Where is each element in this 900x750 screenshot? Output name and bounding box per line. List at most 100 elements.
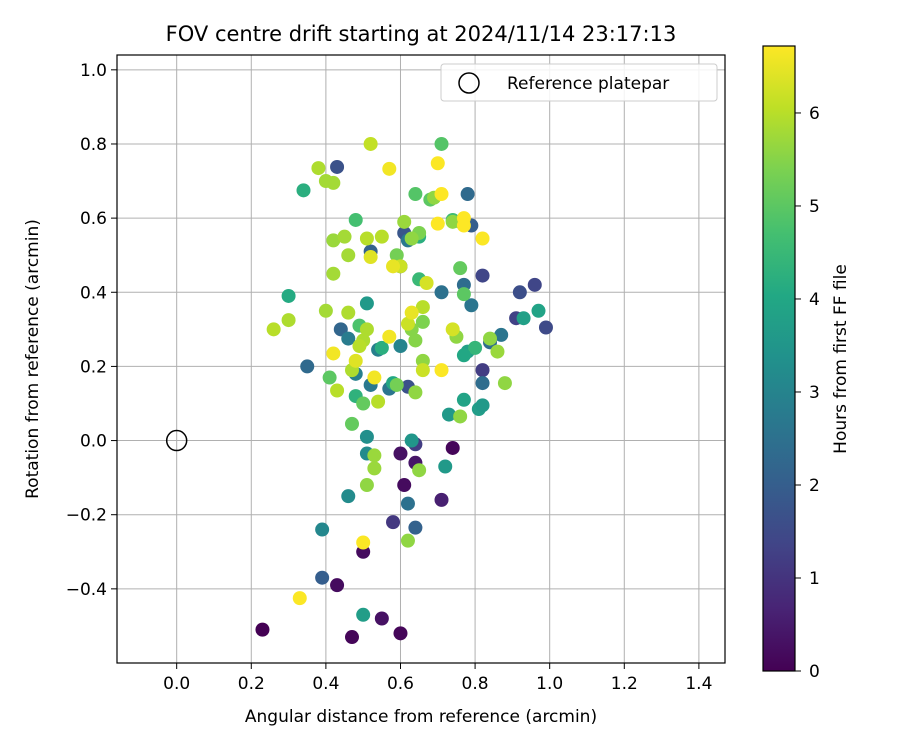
data-point — [356, 396, 371, 411]
data-point — [371, 394, 386, 409]
colorbar-tick-label: 0 — [809, 662, 820, 682]
data-point — [367, 448, 382, 463]
y-tick-label: 0.0 — [80, 432, 107, 452]
data-point — [341, 489, 356, 504]
data-point — [497, 376, 512, 391]
data-point — [326, 266, 341, 281]
data-point — [382, 329, 397, 344]
x-tick-label: 0.6 — [387, 674, 414, 694]
data-point — [363, 136, 378, 151]
data-point — [408, 333, 423, 348]
colorbar-tick-label: 1 — [809, 569, 820, 589]
data-point — [315, 522, 330, 537]
data-point — [341, 248, 356, 263]
data-point — [434, 492, 449, 507]
data-point — [300, 359, 315, 374]
x-tick-label: 0.8 — [462, 674, 489, 694]
data-point — [367, 370, 382, 385]
data-point — [344, 416, 359, 431]
data-point — [359, 322, 374, 337]
data-point — [408, 385, 423, 400]
colorbar-tick-label: 3 — [809, 383, 820, 403]
data-point — [359, 478, 374, 493]
data-point — [464, 298, 479, 313]
x-tick-label: 0.2 — [238, 674, 265, 694]
colorbar-tick-label: 6 — [809, 104, 820, 124]
data-point — [445, 322, 460, 337]
chart-title: FOV centre drift starting at 2024/11/14 … — [166, 22, 677, 46]
data-point — [344, 630, 359, 645]
colorbar-ticks: 0 1 2 3 4 5 6 — [795, 104, 820, 682]
data-point — [404, 231, 419, 246]
data-point — [356, 535, 371, 550]
data-point — [330, 383, 345, 398]
data-point — [441, 407, 456, 422]
data-point — [374, 611, 389, 626]
data-point — [531, 303, 546, 318]
data-point — [400, 316, 415, 331]
data-point — [475, 231, 490, 246]
x-tick-label: 0.4 — [312, 674, 339, 694]
x-axis-ticks: 0.0 0.2 0.4 0.6 0.8 1.0 1.2 1.4 — [163, 663, 712, 694]
data-point — [341, 331, 356, 346]
colorbar-tick-label: 5 — [809, 197, 820, 217]
y-tick-label: 0.6 — [80, 209, 107, 229]
data-point — [434, 187, 449, 202]
x-axis-label: Angular distance from reference (arcmin) — [245, 707, 597, 727]
data-point — [438, 459, 453, 474]
x-tick-label: 1.4 — [685, 674, 712, 694]
data-point — [483, 331, 498, 346]
data-point — [404, 433, 419, 448]
data-point — [318, 303, 333, 318]
data-point — [326, 233, 341, 248]
data-point — [400, 496, 415, 511]
data-point — [408, 187, 423, 202]
data-point — [419, 276, 434, 290]
data-point — [326, 346, 341, 361]
data-point — [281, 313, 296, 328]
data-point — [445, 440, 460, 455]
data-point — [415, 300, 430, 315]
data-point — [430, 216, 445, 231]
data-point — [453, 409, 468, 424]
data-point — [434, 136, 449, 151]
data-point — [393, 339, 408, 354]
legend-label: Reference platepar — [507, 74, 669, 94]
data-point — [475, 398, 490, 413]
y-tick-label: −0.2 — [66, 506, 107, 526]
data-point — [393, 626, 408, 641]
data-point — [538, 320, 553, 335]
colorbar-tick-label: 4 — [809, 290, 820, 310]
data-point — [363, 250, 378, 265]
grid-lines — [117, 55, 725, 663]
legend: Reference platepar — [440, 63, 718, 102]
data-point — [348, 212, 363, 227]
plot-frame — [116, 54, 726, 664]
legend-box — [440, 63, 718, 102]
data-point — [434, 363, 449, 378]
data-point — [356, 607, 371, 622]
data-point — [348, 353, 363, 368]
y-tick-label: 0.4 — [80, 283, 107, 303]
data-point — [512, 285, 527, 300]
data-point — [494, 327, 509, 342]
data-point — [337, 229, 352, 244]
data-point — [389, 248, 404, 263]
data-point — [374, 340, 389, 355]
data-point — [412, 463, 427, 478]
colorbar-label: Hours from first FF file — [831, 264, 851, 454]
x-tick-label: 1.2 — [611, 674, 638, 694]
data-point — [367, 461, 382, 476]
y-tick-label: 1.0 — [80, 61, 107, 81]
data-point — [341, 305, 356, 320]
data-point — [386, 515, 401, 530]
data-point — [456, 392, 471, 407]
data-point — [400, 533, 415, 548]
colorbar-tick-label: 2 — [809, 476, 820, 496]
data-point — [408, 520, 423, 535]
data-point — [296, 183, 311, 198]
data-point — [460, 187, 475, 202]
y-tick-label: 0.8 — [80, 135, 107, 155]
data-point — [311, 161, 326, 176]
data-point — [359, 296, 374, 311]
